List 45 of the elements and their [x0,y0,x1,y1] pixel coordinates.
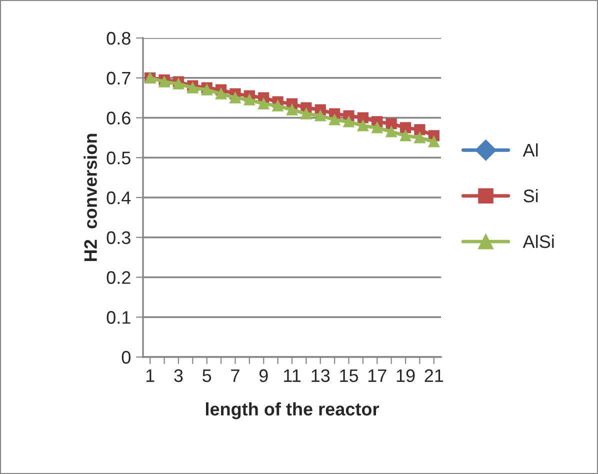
point [400,130,412,142]
x-tick-label: 9 [259,369,268,382]
y-tick-label: 0 [122,350,130,364]
y-tick-label: 0.3 [106,231,130,244]
point [300,108,312,120]
x-tick-label: 7 [231,369,240,382]
y-tick-label: 0.8 [106,32,130,45]
point [400,122,412,134]
point [314,110,326,122]
y-tick-label: 0.5 [106,152,130,164]
x-tick-label: 1 [146,369,154,382]
point [428,136,440,148]
point [329,114,340,126]
x-tick-label: 3 [174,369,183,382]
point [372,122,383,134]
point [343,116,354,128]
point [357,120,369,132]
y-tick-label: 0.2 [106,271,130,284]
point [244,94,255,106]
point [258,98,270,110]
x-tick-label: 11 [284,369,300,382]
point [386,118,397,130]
point [272,100,284,112]
point [414,132,426,144]
x-tick-label: 5 [202,369,212,382]
point [215,88,227,100]
legend-label: Al [522,143,538,156]
y-tick-label: 0.7 [106,72,130,85]
x-tick-label: 17 [368,369,386,382]
x-tick-label: 21 [424,369,444,382]
point [386,126,397,138]
y-tick-label: 0.4 [106,191,131,204]
x-axis-title: length of the reactor [206,402,380,420]
legend-label: AlSi [522,234,554,248]
point [286,104,298,116]
y-tick-label: 0.6 [106,112,130,124]
x-tick-label: 13 [312,369,330,382]
legend-label: Si [524,189,538,202]
point [230,92,241,104]
y-tick-label: 0.1 [106,311,130,324]
point [414,124,426,136]
x-tick-label: 15 [340,369,358,382]
y-axis-title: H2 conversion [84,134,97,262]
x-tick-label: 19 [396,369,415,382]
point [357,112,369,124]
